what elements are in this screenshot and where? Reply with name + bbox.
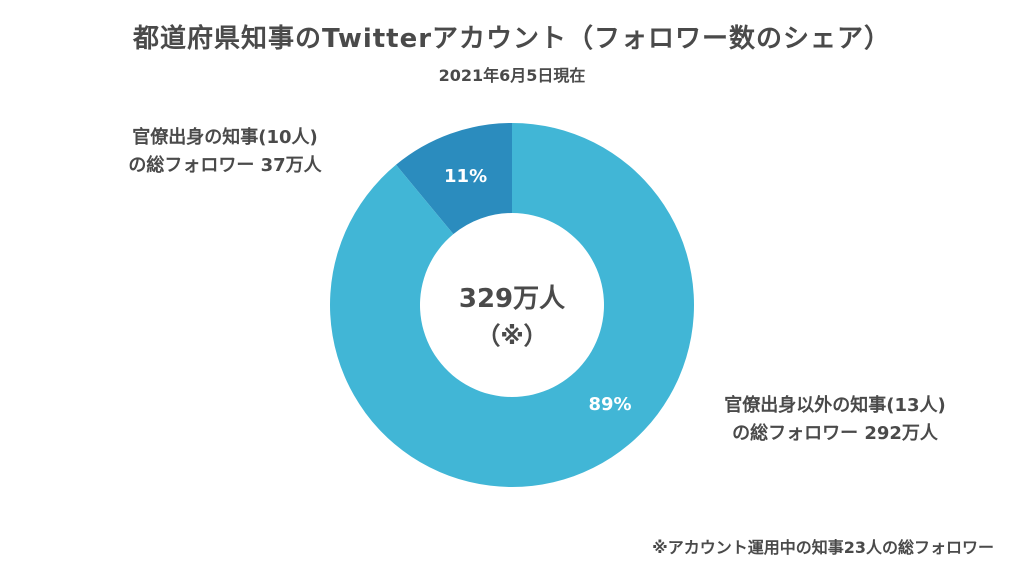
chart-subtitle: 2021年6月5日現在	[438, 66, 586, 85]
slice-value-label-bureaucrat: 11%	[444, 166, 487, 187]
footnote: ※アカウント運用中の知事23人の総フォロワー	[652, 538, 994, 557]
donut-slice-non-bureaucrat	[329, 123, 695, 488]
donut-slice-bureaucrat	[395, 123, 512, 235]
slice-label-bureaucrat-line1: 官僚出身の知事(10人)	[132, 127, 318, 148]
slice-label-non-bureaucrat-line1: 官僚出身以外の知事(13人)	[724, 395, 946, 416]
center-note-label: （※）	[476, 322, 547, 350]
chart-title: 都道府県知事のTwitterアカウント（フォロワー数のシェア）	[132, 24, 892, 54]
center-total-label: 329万人	[459, 284, 565, 314]
slice-label-bureaucrat: 官僚出身の知事(10人) の総フォロワー 37万人	[100, 124, 350, 180]
slice-label-non-bureaucrat-line2: の総フォロワー 292万人	[732, 423, 938, 444]
slice-value-label-non-bureaucrat: 89%	[588, 394, 631, 415]
slice-label-bureaucrat-line2: の総フォロワー 37万人	[128, 155, 322, 176]
slice-label-non-bureaucrat: 官僚出身以外の知事(13人) の総フォロワー 292万人	[700, 392, 970, 448]
